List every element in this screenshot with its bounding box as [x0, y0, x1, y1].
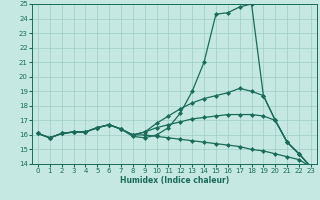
X-axis label: Humidex (Indice chaleur): Humidex (Indice chaleur) [120, 176, 229, 185]
